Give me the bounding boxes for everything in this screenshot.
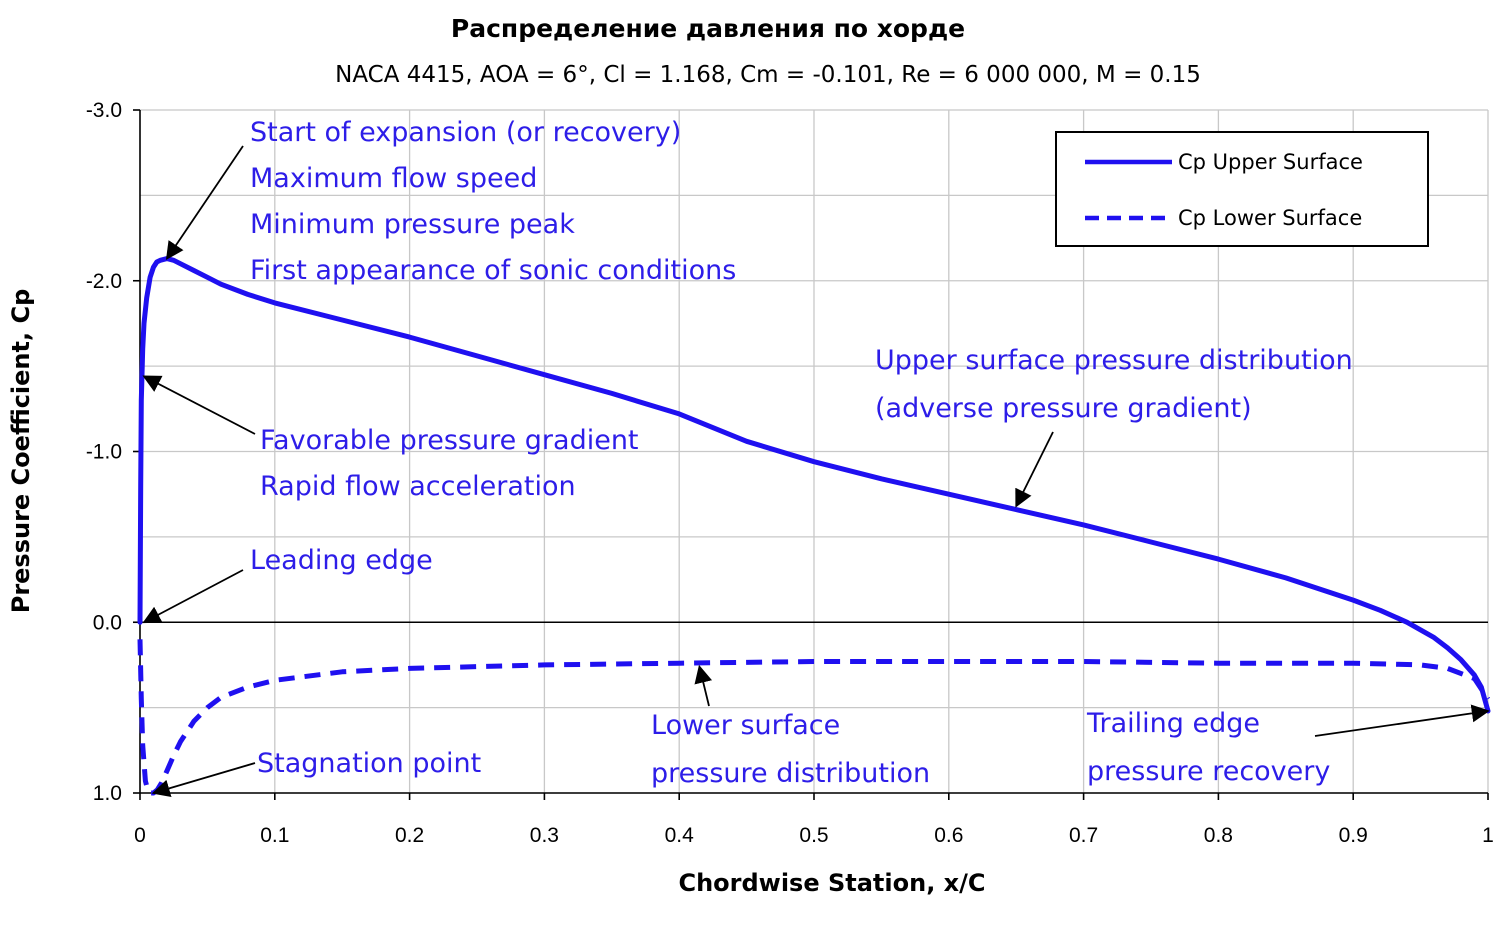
annotation-arrow: [1314, 704, 1490, 737]
x-tick-label: 0.3: [530, 824, 559, 847]
tick-labels: 0 0.1 0.2 0.3 0.4 0.5 0.6 0.7 0.8 0.9 1 -3.0 -2.0 -1.…: [86, 99, 1494, 847]
series-upper-line: [137, 256, 1491, 714]
x-tick-label: 0.4: [665, 824, 695, 847]
x-tick-label: 0.9: [1339, 824, 1368, 847]
series-lower-line: [137, 639, 1491, 796]
annotation-text: First appearance of sonic conditions: [250, 255, 736, 286]
annotation-text: Lower surface: [651, 710, 840, 741]
annotation-layer: Start of expansion (or recovery) Maximum …: [142, 117, 1490, 798]
x-tick-label: 1: [1482, 824, 1494, 847]
chart-subtitle: NACA 4415, AOA = 6°, Cl = 1.168, Cm = -0…: [335, 62, 1201, 88]
legend-box: [1055, 131, 1429, 247]
annotation-arrow: [151, 762, 256, 798]
y-tick-label: 0.0: [93, 611, 122, 634]
annotation-text: Stagnation point: [257, 748, 481, 779]
y-tick-label: 1.0: [93, 782, 122, 805]
annotation-arrow: [694, 664, 712, 707]
legend-label-upper: Cp Upper Surface: [1178, 150, 1363, 174]
annotation-text: pressure distribution: [651, 758, 930, 789]
x-tick-label: 0.5: [799, 824, 828, 847]
x-tick-label: 0.2: [395, 824, 424, 847]
y-tick-label: -3.0: [86, 99, 122, 122]
series-layer: [137, 256, 1491, 796]
chart-title: Распределение давления по хорде: [451, 14, 965, 43]
x-tick-label: 0: [134, 824, 146, 847]
x-tick-label: 0.8: [1204, 824, 1233, 847]
annotation-arrow: [142, 375, 256, 435]
x-tick-label: 0.7: [1069, 824, 1098, 847]
y-tick-label: -2.0: [86, 270, 122, 293]
annotation-text: Leading edge: [250, 545, 433, 576]
x-axis-label: Chordwise Station, x/C: [678, 869, 985, 897]
x-tick-label: 0.1: [260, 824, 289, 847]
annotation-text: Upper surface pressure distribution: [875, 345, 1353, 376]
y-tick-label: -1.0: [86, 441, 122, 464]
annotation-text: (adverse pressure gradient): [875, 393, 1252, 424]
annotation-text: Maximum flow speed: [250, 163, 537, 194]
annotation-arrow: [1015, 431, 1054, 508]
annotation-text: Rapid flow acceleration: [260, 471, 576, 502]
y-axis-label: Pressure Coefficient, Cp: [7, 289, 35, 614]
annotation-text: Trailing edge: [1086, 708, 1260, 739]
annotation-text: Minimum pressure peak: [250, 209, 575, 240]
annotation-text: Start of expansion (or recovery): [250, 117, 681, 148]
legend-label-lower: Cp Lower Surface: [1178, 206, 1362, 230]
x-tick-label: 0.6: [934, 824, 963, 847]
annotation-arrow: [142, 569, 244, 624]
annotation-arrow: [165, 145, 244, 261]
legend: Cp Upper Surface Cp Lower Surface: [1055, 131, 1429, 247]
annotation-text: Favorable pressure gradient: [260, 425, 639, 456]
annotation-text: pressure recovery: [1087, 756, 1330, 787]
